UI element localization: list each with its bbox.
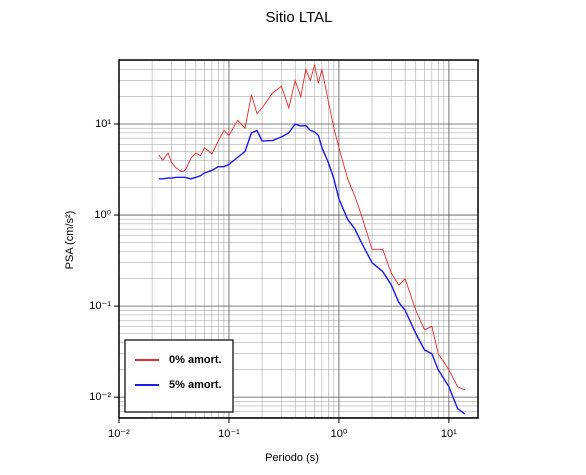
- y-tick-label: 10⁰: [94, 209, 111, 221]
- y-tick-label: 10⁻¹: [89, 300, 111, 312]
- legend-label: 5% amort.: [169, 379, 222, 391]
- series-line: [158, 64, 466, 391]
- x-tick-label: 10⁻¹: [218, 428, 240, 440]
- y-tick-label: 10¹: [95, 118, 111, 130]
- legend-label: 0% amort.: [169, 354, 222, 366]
- series-line: [158, 123, 466, 415]
- x-tick-label: 10¹: [441, 428, 457, 440]
- x-tick-label: 10⁰: [331, 428, 348, 440]
- y-tick-label: 10⁻²: [89, 391, 111, 403]
- chart-title: Sitio LTAL: [266, 9, 333, 26]
- x-tick-label: 10⁻²: [108, 428, 130, 440]
- plot-frame: [118, 59, 479, 419]
- x-axis-label: Periodo (s): [265, 452, 319, 464]
- legend-box: [124, 339, 234, 413]
- y-axis-label: PSA (cm/s²): [64, 211, 76, 270]
